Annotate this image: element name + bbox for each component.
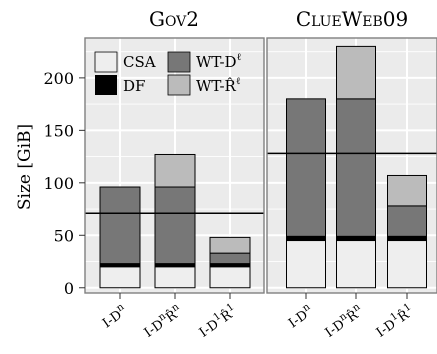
- x-tick-label: I-Dn: [284, 301, 316, 331]
- bar-segment: [154, 186, 196, 265]
- bar-segment: [286, 235, 326, 242]
- clueweb09-panel-title: ClueWeb09: [296, 7, 408, 31]
- reference-lines: [85, 152, 437, 214]
- legend-swatch-csa: [94, 51, 118, 73]
- legend-label-csa: CSA: [123, 53, 156, 71]
- bar-segment: [286, 98, 326, 237]
- bar-segment: [387, 240, 427, 289]
- bar-segment: [336, 235, 376, 242]
- x-tick-label: I-D1R̂1: [195, 302, 240, 341]
- legend-swatch-df: [95, 75, 117, 95]
- y-axis-label: Size [GiB]: [15, 124, 35, 210]
- legend-label-wt-d-base: WT-D: [196, 53, 237, 71]
- bar-segment: [387, 235, 427, 242]
- y-tick-label: 200: [43, 69, 74, 88]
- x-tick-label: I-DnR̂n: [140, 301, 186, 341]
- x-axis-ticks: I-DnI-DnR̂nI-D1R̂1 I-DnI-DnR̂nI-D1R̂1: [98, 293, 417, 341]
- y-tick-label: 0: [64, 279, 74, 298]
- bars-layer: [99, 45, 427, 289]
- x-tick-label: I-DnR̂n: [321, 301, 367, 341]
- bar-segment: [99, 186, 141, 265]
- bar-segment: [336, 98, 376, 237]
- y-tick-label: 100: [43, 174, 74, 193]
- legend-swatch-wt-d: [167, 51, 191, 73]
- bar-segment: [99, 266, 141, 289]
- y-tick-label: 50: [54, 226, 74, 245]
- bar-segment: [286, 240, 326, 289]
- y-axis-ticks: 0 50 100 150 200: [43, 69, 85, 298]
- bar-segment: [387, 205, 427, 237]
- y-tick-label: 150: [43, 121, 74, 140]
- bar-segment: [209, 266, 251, 289]
- legend: CSA DF WT-Dℓ WT-R̂ℓ: [94, 51, 241, 96]
- bar-segment: [154, 266, 196, 289]
- gov2-panel-title: Gov2: [149, 7, 199, 31]
- clueweb09-panel-border: [266, 37, 437, 294]
- x-tick-label: I-Dn: [98, 301, 130, 331]
- legend-label-wt-d: WT-Dℓ: [196, 52, 241, 71]
- legend-label-df: DF: [123, 77, 145, 95]
- bar-segment: [387, 174, 427, 207]
- bar-segment: [154, 153, 196, 188]
- bar-segment: [209, 252, 251, 265]
- x-tick-label: I-D1R̂1: [372, 302, 417, 341]
- legend-label-wt-r: WT-R̂ℓ: [196, 76, 241, 95]
- bar-segment: [336, 240, 376, 289]
- legend-label-wt-r-sup: ℓ: [236, 76, 241, 87]
- bar-segment: [209, 236, 251, 254]
- legend-label-wt-r-base: WT-R̂: [196, 77, 237, 95]
- legend-label-wt-d-sup: ℓ: [237, 52, 242, 63]
- bar-segment: [336, 45, 376, 100]
- legend-swatch-wt-r: [167, 74, 191, 96]
